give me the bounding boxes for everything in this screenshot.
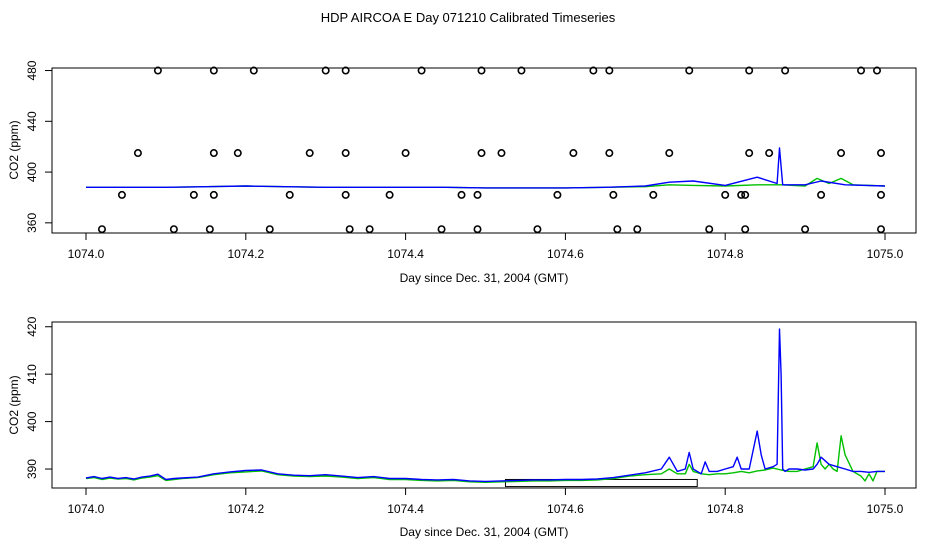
x-tick-label: 1074.8 (707, 247, 744, 261)
y-tick-label: 390 (25, 459, 39, 479)
calibration-point (765, 149, 774, 158)
bottom-x-axis: 1074.0 1074.2 1074.4 1074.6 1074.8 1075.0 (68, 488, 904, 516)
calibration-point (401, 149, 410, 158)
x-tick-label: 1074.2 (227, 502, 264, 516)
y-tick-label: 440 (25, 111, 39, 131)
calibration-point (605, 66, 614, 75)
calibration-point (741, 190, 750, 199)
calibration-point (569, 149, 578, 158)
calibration-point (341, 190, 350, 199)
x-tick-label: 1074.6 (547, 247, 584, 261)
calibration-point (609, 190, 618, 199)
x-tick-label: 1075.0 (867, 247, 904, 261)
y-tick-label: 400 (25, 162, 39, 182)
calibration-point (437, 225, 446, 234)
calibration-point (589, 66, 598, 75)
x-tick-label: 1074.8 (707, 502, 744, 516)
calibration-point (321, 66, 330, 75)
calibration-point (341, 66, 350, 75)
calibration-point (665, 149, 674, 158)
x-tick-label: 1074.0 (68, 502, 105, 516)
calibration-point (417, 66, 426, 75)
series-line-2 (85, 328, 885, 483)
top-y-axis: 360 400 440 480 (25, 60, 52, 233)
calibration-point (745, 66, 754, 75)
calibration-point (305, 149, 314, 158)
calibration-point (705, 225, 714, 234)
calibration-point (189, 190, 198, 199)
calibration-point (133, 149, 142, 158)
top-x-axis-title: Day since Dec. 31, 2004 (GMT) (400, 271, 569, 285)
calibration-point (721, 190, 730, 199)
calibration-point (837, 149, 846, 158)
x-tick-label: 1074.0 (68, 247, 105, 261)
calibration-point (265, 225, 274, 234)
x-tick-label: 1074.4 (387, 247, 424, 261)
x-tick-label: 1074.6 (547, 502, 584, 516)
chart-title: HDP AIRCOA E Day 071210 Calibrated Times… (321, 10, 616, 25)
calibration-point (517, 66, 526, 75)
calibration-point (365, 225, 374, 234)
bottom-plot-marks (85, 328, 885, 488)
bottom-plot-frame (51, 321, 917, 489)
calibration-point (473, 225, 482, 234)
y-tick-label: 420 (25, 316, 39, 336)
calibration-point (685, 66, 694, 75)
calibration-point (153, 66, 162, 75)
calibration-point (457, 190, 466, 199)
calibration-point (857, 66, 866, 75)
calibration-point (169, 225, 178, 234)
calibration-point (553, 190, 562, 199)
calibration-point (477, 66, 486, 75)
bottom-x-axis-title: Day since Dec. 31, 2004 (GMT) (400, 525, 569, 539)
top-panel: 1074.0 1074.2 1074.4 1074.6 1074.8 1075.0 360… (7, 60, 917, 285)
calibration-point (117, 190, 126, 199)
calibration-point (745, 149, 754, 158)
calibration-point (605, 149, 614, 158)
calibration-point (233, 149, 242, 158)
calibration-point (209, 190, 218, 199)
calibration-point (345, 225, 354, 234)
calibration-point (801, 225, 810, 234)
calibration-point (633, 225, 642, 234)
x-tick-label: 1074.4 (387, 502, 424, 516)
y-tick-label: 410 (25, 364, 39, 384)
calibration-point (497, 149, 506, 158)
top-y-axis-title: CO2 (ppm) (7, 120, 21, 179)
calibration-point (613, 225, 622, 234)
calibration-point (781, 66, 790, 75)
y-tick-label: 360 (25, 213, 39, 233)
bottom-y-axis-title: CO2 (ppm) (7, 375, 21, 434)
calibration-point (877, 190, 886, 199)
calibration-point (205, 225, 214, 234)
calibration-point (341, 149, 350, 158)
calibration-point (877, 149, 886, 158)
calibration-point (385, 190, 394, 199)
calibration-point (473, 190, 482, 199)
bottom-panel: 1074.0 1074.2 1074.4 1074.6 1074.8 1075.0 390… (7, 316, 917, 539)
calibration-point (249, 66, 258, 75)
calibration-point (533, 225, 542, 234)
top-x-axis: 1074.0 1074.2 1074.4 1074.6 1074.8 1075.0 (68, 233, 904, 261)
calibration-point (97, 225, 106, 234)
calibration-point (285, 190, 294, 199)
calibration-point (817, 190, 826, 199)
calibration-point (649, 190, 658, 199)
calibration-point (209, 149, 218, 158)
calibration-point (737, 190, 746, 199)
y-tick-label: 480 (25, 60, 39, 80)
series-line-2 (86, 147, 886, 189)
x-tick-label: 1074.2 (227, 247, 264, 261)
calibration-point (209, 66, 218, 75)
calibration-point (741, 225, 750, 234)
calibration-point (477, 149, 486, 158)
bottom-y-axis: 390 400 410 420 (25, 316, 52, 479)
x-tick-label: 1075.0 (867, 502, 904, 516)
calibration-point (873, 66, 882, 75)
y-tick-label: 400 (25, 411, 39, 431)
top-plot-marks (86, 66, 886, 234)
calibration-point (877, 225, 886, 234)
